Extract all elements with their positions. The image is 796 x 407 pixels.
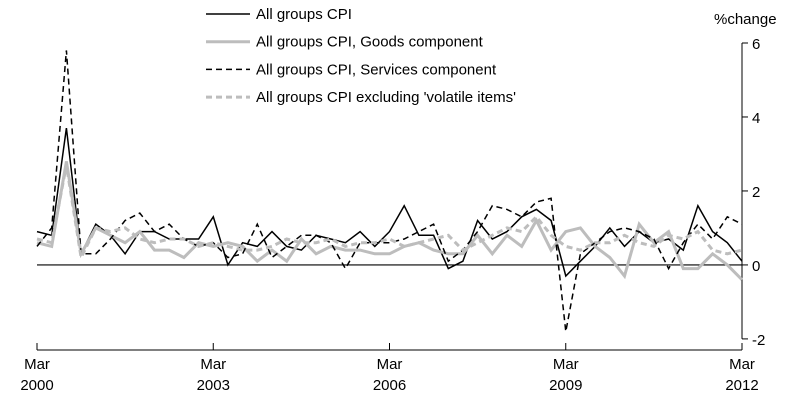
legend-label: All groups CPI	[256, 6, 352, 23]
series-line	[36, 50, 743, 332]
series-line	[36, 161, 744, 281]
x-tick-label: Mar 2009	[549, 356, 582, 394]
x-tick-label: Mar 2012	[725, 356, 758, 394]
x-tick-label: Mar 2000	[20, 356, 53, 394]
y-tick-label: 2	[752, 184, 760, 201]
y-axis-label: %change	[714, 11, 777, 28]
legend-label: All groups CPI, Goods component	[256, 34, 484, 51]
y-tick-label: -2	[752, 332, 765, 349]
x-tick-label: Mar 2006	[373, 356, 406, 394]
y-tick-label: 4	[752, 110, 760, 127]
legend-label: All groups CPI excluding 'volatile items…	[256, 89, 516, 106]
y-tick-label: 6	[752, 36, 760, 53]
x-tick-label: Mar 2003	[197, 356, 230, 394]
series-line	[36, 164, 743, 263]
y-tick-label: 0	[752, 258, 760, 275]
legend-label: All groups CPI, Services component	[256, 61, 497, 78]
